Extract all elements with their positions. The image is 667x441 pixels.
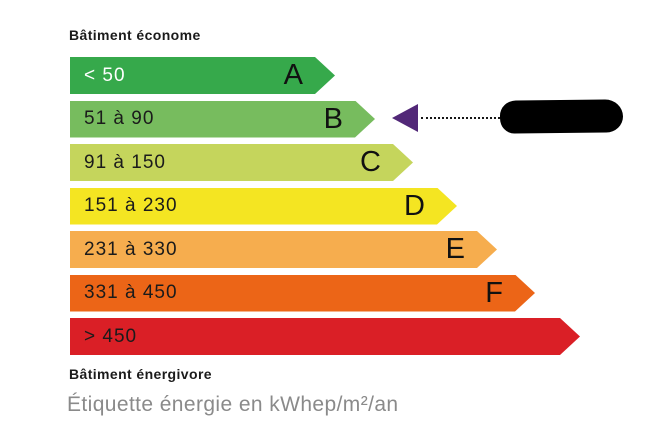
- energy-class-letter-C: C: [360, 146, 381, 178]
- selection-arrow-icon: [392, 104, 418, 132]
- energy-bar-D: 151 à 230 D: [70, 188, 457, 225]
- selection-dotted-line: [421, 117, 500, 119]
- energy-class-letter-E: E: [445, 233, 465, 265]
- energy-range-label-B: 51 à 90: [84, 108, 155, 129]
- chart-caption: Étiquette énergie en kWhep/m²/an: [67, 393, 399, 416]
- energy-range-label-D: 151 à 230: [84, 195, 178, 216]
- energy-bar-A: < 50 A: [70, 57, 335, 94]
- energy-range-label-E: 231 à 330: [84, 238, 178, 260]
- energy-range-label-F: 331 à 450: [84, 282, 178, 303]
- energy-bar-F: 331 à 450 F: [70, 275, 535, 312]
- redacted-value-blob: [499, 99, 624, 134]
- top-axis-label: Bâtiment économe: [69, 27, 201, 43]
- energy-class-letter-B: B: [323, 102, 343, 135]
- energy-class-letter-F: F: [485, 276, 503, 309]
- energy-bar-C: 91 à 150 C: [70, 144, 413, 181]
- energy-range-label-A: < 50: [84, 64, 126, 86]
- energy-bar-B: 51 à 90 B: [70, 101, 375, 138]
- energy-bar-E: 231 à 330 E: [70, 231, 497, 268]
- energy-class-letter-A: A: [283, 59, 303, 91]
- energy-class-letter-D: D: [404, 189, 425, 222]
- energy-range-label-G: > 450: [84, 325, 138, 347]
- energy-range-label-C: 91 à 150: [84, 151, 166, 173]
- bottom-axis-label: Bâtiment énergivore: [69, 366, 212, 382]
- energy-bar-G: > 450: [70, 318, 580, 355]
